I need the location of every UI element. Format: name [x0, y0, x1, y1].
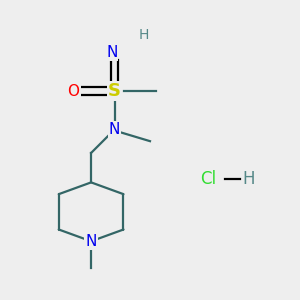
- Text: Cl: Cl: [200, 170, 216, 188]
- Text: N: N: [109, 122, 120, 137]
- Text: N: N: [106, 45, 117, 60]
- Text: O: O: [68, 84, 80, 99]
- Text: H: H: [139, 28, 149, 42]
- Text: H: H: [243, 170, 255, 188]
- Text: N: N: [85, 234, 97, 249]
- Text: S: S: [108, 82, 121, 100]
